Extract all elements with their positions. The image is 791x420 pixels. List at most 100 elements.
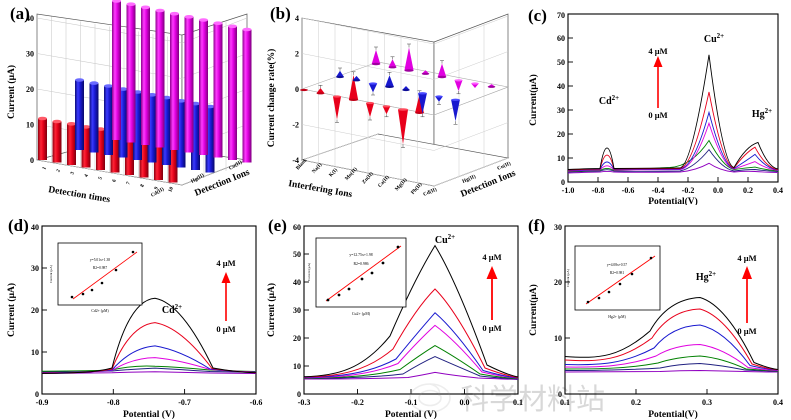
panel-c-ytick-5: 50 bbox=[557, 58, 565, 67]
panel-f-inset-xlabel: Hg2+ (μM) bbox=[608, 315, 626, 319]
panel-a: (a) bbox=[0, 0, 264, 205]
panel-c-chart: 0 10 20 30 40 50 60 70 -1.0 -0.8 -0.6 -0… bbox=[528, 11, 783, 205]
panel-e-anno-top: 4 μM bbox=[482, 252, 501, 262]
panel-b-ytick-3: 2 bbox=[295, 50, 299, 59]
panel-e-inset-ylabel: Current (μA) bbox=[307, 262, 311, 281]
panel-a-ytick-1: 10 bbox=[26, 121, 34, 130]
panel-c-anno-top: 4 μM bbox=[648, 46, 667, 56]
panel-e-inset-eq: y=12.75x+1.98 bbox=[349, 253, 372, 257]
panel-c-ytick-6: 60 bbox=[557, 34, 565, 43]
panel-c-ytick-0: 0 bbox=[561, 178, 565, 187]
panel-e-xtick-3: 0.0 bbox=[460, 398, 470, 407]
panel-b-xlabel: Interfering Ions bbox=[287, 179, 353, 200]
panel-c-xtick-4: -0.2 bbox=[682, 186, 695, 195]
panel-d-anno-top: 4 μM bbox=[216, 258, 235, 268]
panel-f-ytick-2: 20 bbox=[554, 278, 562, 287]
panel-d-concentration-arrow: 4 μM 0 μM bbox=[216, 258, 235, 334]
panel-b-chart: Current change rate(%) -4 -2 0 2 4 bbox=[266, 13, 517, 200]
panel-c: (c) 0 10 20 30 40 50 60 70 bbox=[520, 0, 791, 205]
panel-f-inset-r2: R2=0.981 bbox=[610, 271, 625, 275]
panel-c-xtick-5: 0.0 bbox=[713, 186, 723, 195]
panel-d: (d) 0 10 20 30 40 -0.9 -0.8 bbox=[0, 208, 264, 420]
panel-c-xtick-3: -0.4 bbox=[652, 186, 665, 195]
panel-a-xtick-7: 8 bbox=[139, 183, 146, 188]
panel-d-ytick-2: 20 bbox=[31, 306, 39, 315]
panel-e-ytick-5: 50 bbox=[293, 250, 301, 259]
panel-f-inset: y=4.08x+0.57 R2=0.981 Hg2+ (μM) Current … bbox=[566, 245, 661, 319]
panel-d-ytick-1: 10 bbox=[31, 348, 39, 357]
panel-f-ytick-3: 30 bbox=[554, 223, 562, 232]
panel-e-xtick-2: -0.1 bbox=[405, 398, 418, 407]
panel-c-ytick-7: 70 bbox=[557, 11, 565, 20]
panel-e-ytick-2: 20 bbox=[293, 334, 301, 343]
panel-b-ztick-0: Cd(II) bbox=[422, 186, 438, 198]
panel-b-ytick-4: 4 bbox=[295, 14, 299, 23]
panel-f-anno-bottom: 0 μM bbox=[737, 326, 756, 336]
panel-b-ytick-0: -4 bbox=[292, 156, 299, 165]
panel-e-xtick-0: -0.3 bbox=[298, 398, 311, 407]
panel-b-series-cu bbox=[371, 43, 496, 95]
panel-e-inset-r2: R2=0.986 bbox=[353, 262, 368, 266]
panel-a-xtick-8: 9 bbox=[153, 186, 160, 191]
panel-c-ylabel: Current(μA) bbox=[528, 74, 539, 126]
panel-e-ytick-1: 10 bbox=[293, 362, 301, 371]
panel-a-xtick-0: 1 bbox=[41, 166, 48, 171]
panel-a-xtick-6: 7 bbox=[125, 181, 132, 186]
panel-f-xtick-0: 0.1 bbox=[560, 398, 570, 407]
panel-e-anno-bottom: 0 μM bbox=[482, 323, 501, 333]
panel-d-anno-bottom: 0 μM bbox=[216, 324, 235, 334]
panel-f-inset-eq: y=4.08x+0.57 bbox=[607, 263, 627, 267]
panel-c-ytick-3: 30 bbox=[557, 106, 565, 115]
panel-f-ytick-1: 10 bbox=[554, 334, 562, 343]
panel-f-ytick-0: 0 bbox=[558, 390, 562, 399]
panel-a-xtick-4: 5 bbox=[97, 176, 104, 181]
panel-e-ytick-3: 30 bbox=[293, 306, 301, 315]
panel-a-ytick-3: 30 bbox=[26, 50, 34, 59]
panel-b-ytick-1: -2 bbox=[292, 121, 299, 130]
panel-d-xtick-3: -0.6 bbox=[250, 398, 263, 407]
panel-f-anno-top: 4 μM bbox=[737, 253, 756, 263]
panel-e-chart: 0 10 20 30 40 50 60 -0.3 -0.2 -0.1 0.0 0… bbox=[266, 223, 523, 420]
panel-e-ytick-4: 40 bbox=[293, 278, 301, 287]
panel-d-inset-r2: R2=0.987 bbox=[93, 266, 108, 270]
panel-f-xtick-3: 0.4 bbox=[773, 398, 783, 407]
panel-a-series-hg bbox=[75, 78, 215, 173]
panel-c-xtick-6: 0.2 bbox=[743, 186, 753, 195]
panel-a-xtick-5: 6 bbox=[111, 178, 118, 183]
panel-c-ytick-2: 20 bbox=[557, 130, 565, 139]
panel-d-inset-ylabel: Current (μA) bbox=[49, 265, 53, 283]
panel-a-xtick-1: 2 bbox=[55, 168, 62, 173]
panel-a-xlabel: Detection times bbox=[48, 185, 112, 205]
panel-f-chart: 0 10 20 30 0.1 0.2 0.3 0.4 Potential(V) … bbox=[528, 223, 783, 420]
panel-e-label: (e) bbox=[268, 216, 287, 235]
panel-d-inset-eq: y=5.01x+1.38 bbox=[90, 258, 110, 262]
panel-b-ylabel: Current change rate(%) bbox=[266, 49, 277, 148]
panel-c-xtick-2: -0.6 bbox=[622, 186, 635, 195]
panel-d-chart: 0 10 20 30 40 -0.9 -0.8 -0.7 -0.6 Potent… bbox=[6, 223, 263, 420]
panel-e-inset: y=12.75x+1.98 R2=0.986 Cu2+ (μM) Current… bbox=[307, 237, 407, 316]
panel-b-label: (b) bbox=[270, 4, 291, 23]
panel-c-ytick-1: 10 bbox=[557, 154, 565, 163]
panel-e-xlabel: Potential (V) bbox=[385, 409, 437, 420]
panel-e: (e) 0 10 20 30 40 50 60 bbox=[258, 208, 526, 420]
panel-d-xtick-1: -0.8 bbox=[107, 398, 120, 407]
panel-e-ytick-0: 0 bbox=[297, 390, 301, 399]
panel-e-inset-xlabel: Cu2+ (μM) bbox=[352, 311, 371, 316]
panel-f-concentration-arrow: 4 μM 0 μM bbox=[737, 253, 756, 336]
panel-f-label: (f) bbox=[528, 216, 545, 235]
panel-a-label: (a) bbox=[10, 4, 30, 23]
panel-a-xtick-2: 3 bbox=[69, 171, 76, 176]
panel-c-label: (c) bbox=[528, 6, 547, 25]
panel-e-xtick-4: 0.1 bbox=[513, 398, 523, 407]
panel-b-xtick-2: K(I) bbox=[327, 166, 339, 178]
panel-e-concentration-arrow: 4 μM 0 μM bbox=[482, 252, 501, 333]
panel-f-ylabel: Current(μA) bbox=[528, 284, 539, 336]
panel-f-xtick-2: 0.3 bbox=[702, 398, 712, 407]
panel-f-xtick-1: 0.2 bbox=[631, 398, 641, 407]
panel-e-ytick-6: 60 bbox=[293, 223, 301, 232]
panel-d-ytick-0: 0 bbox=[35, 390, 39, 399]
panel-d-xtick-2: -0.7 bbox=[178, 398, 191, 407]
panel-d-inset-xlabel: Cd2+ (μM) bbox=[91, 309, 109, 313]
panel-c-xtick-7: 0.4 bbox=[773, 186, 783, 195]
